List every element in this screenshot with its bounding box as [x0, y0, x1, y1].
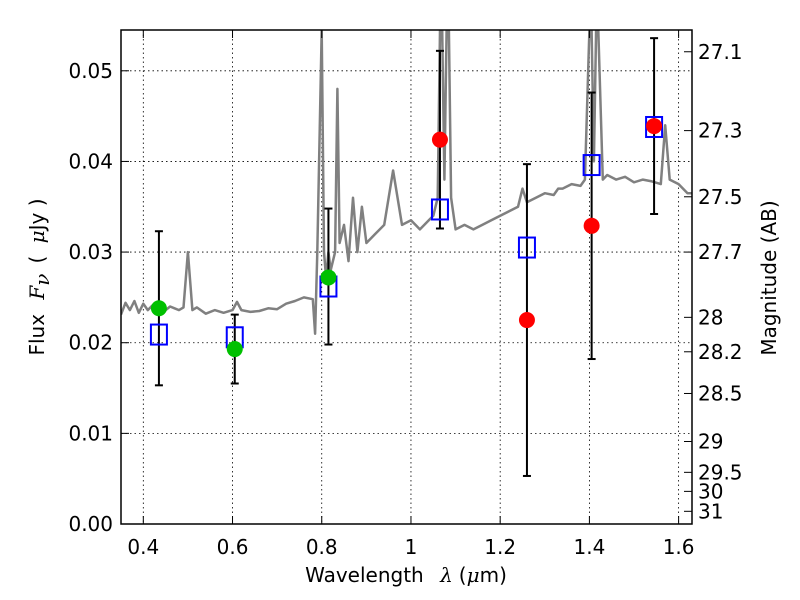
x-axis-label: Wavelength λ (μm): [305, 563, 507, 587]
model-flux-square: [517, 236, 536, 259]
plot-frame: [120, 29, 693, 525]
right-axis-label: Magnitude (AB): [757, 200, 781, 355]
x-tick-label: 0.6: [217, 535, 249, 559]
x-tick-label: 1.6: [663, 535, 695, 559]
right-tick-label: 29: [698, 430, 723, 454]
x-tick-label: 1.2: [484, 535, 516, 559]
model-flux-square: [582, 154, 601, 177]
axis-ticks: 0.4 0.6 0.8 1 1.2 1.4 1.6 0.00 0.01 0.02 0.03 0.04 0…: [68, 30, 743, 559]
right-tick-label: 27.5: [698, 185, 743, 209]
y-tick-label: 0.05: [68, 59, 113, 83]
x-tick-label: 1.4: [573, 535, 605, 559]
y-tick-label: 0.04: [68, 149, 113, 173]
y-tick-label: 0.00: [68, 512, 113, 536]
plot-area: [121, 30, 692, 335]
x-tick-label: 0.8: [306, 535, 338, 559]
observed-flux-point: [646, 118, 663, 135]
x-tick-label: 1: [405, 535, 418, 559]
right-tick-label: 28.2: [698, 340, 743, 364]
right-tick-label: 27.3: [698, 119, 743, 143]
right-tick-label: 31: [698, 499, 723, 523]
model-flux-square: [645, 115, 664, 138]
right-tick-label: 28.5: [698, 381, 743, 405]
observed-flux-point: [583, 217, 600, 234]
data-markers: [149, 115, 664, 358]
observed-flux-point: [431, 131, 448, 148]
observed-flux-point: [320, 269, 337, 286]
observed-flux-point: [226, 341, 243, 358]
y-tick-label: 0.02: [68, 331, 113, 355]
template-spectrum-line: [121, 30, 692, 335]
observed-flux-point: [150, 300, 167, 317]
right-tick-label: 28: [698, 305, 723, 329]
right-tick-label: 27.1: [698, 40, 743, 64]
right-tick-label: 30: [698, 479, 723, 503]
right-tick-label: 27.7: [698, 240, 743, 264]
grid-lines: [121, 30, 692, 525]
model-flux-square: [149, 323, 168, 346]
error-bars: [154, 37, 659, 477]
y-tick-label: 0.01: [68, 421, 113, 445]
right-tick-label: 29.5: [698, 460, 743, 484]
model-flux-square: [430, 198, 449, 221]
observed-flux-point: [518, 312, 535, 329]
y-axis-label: Flux Fν( μJy ): [25, 198, 54, 355]
x-tick-label: 0.4: [127, 535, 159, 559]
y-tick-label: 0.03: [68, 240, 113, 264]
